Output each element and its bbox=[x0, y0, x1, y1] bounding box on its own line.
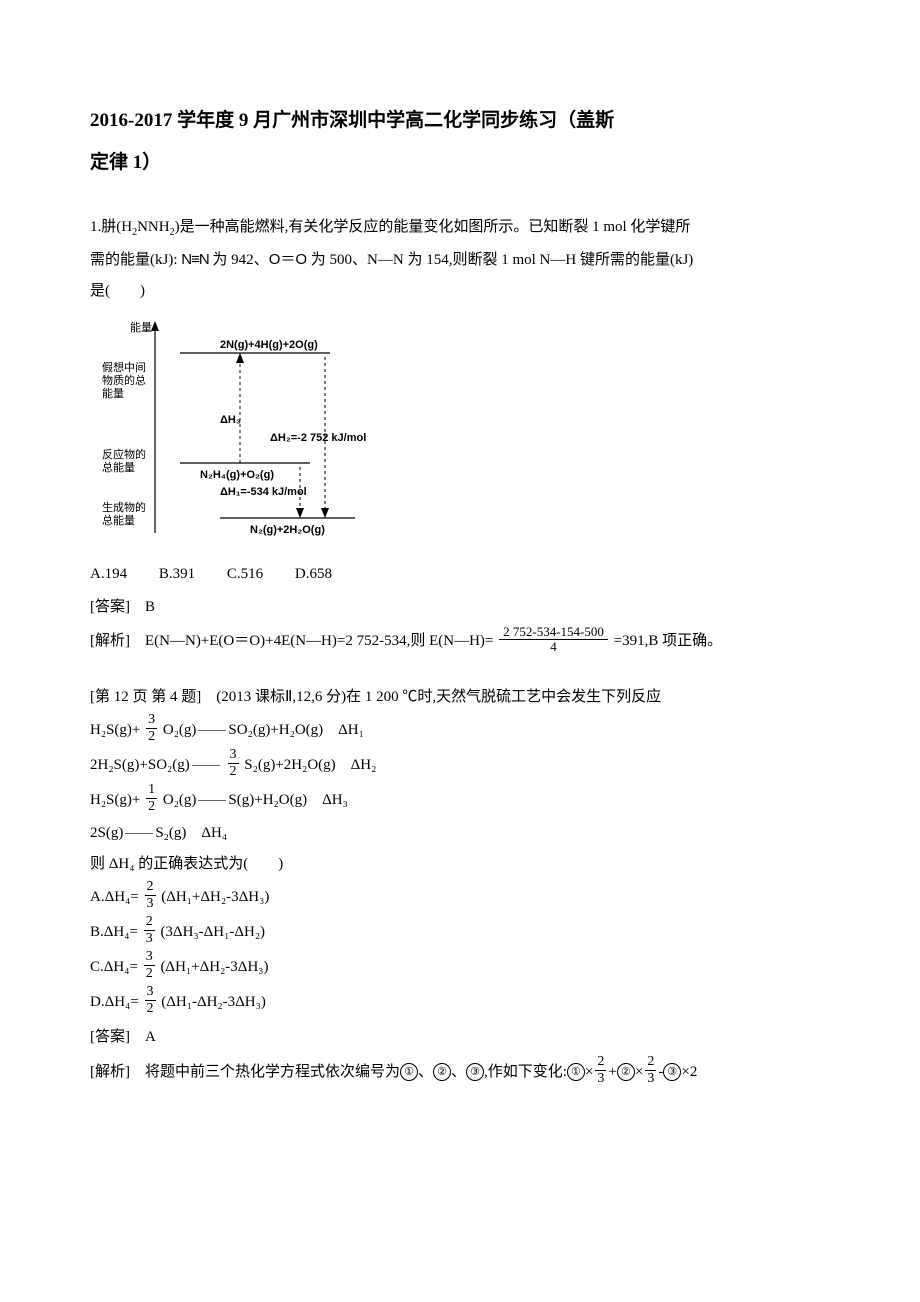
svg-text:N₂H₄(g)+O₂(g): N₂H₄(g)+O₂(g) bbox=[200, 469, 274, 481]
q1-opt-d: D.658 bbox=[295, 566, 332, 582]
circled-2-icon: ② bbox=[433, 1063, 451, 1081]
svg-text:ΔH₃: ΔH₃ bbox=[220, 414, 241, 426]
reaction-arrow-icon bbox=[125, 833, 153, 834]
q1-stem-line3: 是( ) bbox=[90, 278, 830, 305]
energy-diagram: 能量 2N(g)+4H(g)+2O(g) 假想中间 物质的总 能量 N₂H₄(g… bbox=[100, 313, 830, 553]
q1-options: A.194 B.391 C.516 D.658 bbox=[90, 561, 830, 588]
title-line-1: 2016-2017 学年度 9 月广州市深圳中学高二化学同步练习（盖斯 bbox=[90, 100, 830, 142]
svg-text:N₂(g)+2H₂O(g): N₂(g)+2H₂O(g) bbox=[250, 524, 325, 536]
q1-explanation: [解析] E(N—N)+E(O＝O)+4E(N—H)=2 752-534,则 E… bbox=[90, 627, 830, 656]
svg-text:物质的总: 物质的总 bbox=[102, 373, 146, 387]
q2-header: [第 12 页 第 4 题] (2013 课标Ⅱ,12,6 分)在 1 200 … bbox=[90, 684, 830, 711]
q2-opt-a: A.ΔH₄= 23 (ΔH₁+ΔH₂-3ΔH₃) bbox=[90, 882, 830, 913]
svg-text:ΔH₂=-2 752 kJ/mol: ΔH₂=-2 752 kJ/mol bbox=[270, 432, 366, 444]
o-double-o: O＝O bbox=[269, 251, 307, 268]
q2-explanation: [解析] 将题中前三个热化学方程式依次编号为①、②、③,作如下变化:①×23+②… bbox=[90, 1057, 830, 1088]
q1-fraction: 2 752-534-154-500 4 bbox=[499, 625, 608, 654]
svg-text:总能量: 总能量 bbox=[102, 460, 135, 474]
q2-eq1: H₂S(g)+ 32 O₂(g)SO₂(g)+H₂O(g) ΔH₁ bbox=[90, 715, 830, 746]
q2-ask: 则 ΔH₄ 的正确表达式为( ) bbox=[90, 851, 830, 878]
q2-opt-d: D.ΔH₄= 32 (ΔH₁-ΔH₂-3ΔH₃) bbox=[90, 987, 830, 1018]
q1-opt-c: C.516 bbox=[227, 566, 263, 582]
q2-opt-c: C.ΔH₄= 32 (ΔH₁+ΔH₂-3ΔH₃) bbox=[90, 952, 830, 983]
q1-stem-line1: 1.肼(H2NNH2)是一种高能燃料,有关化学反应的能量变化如图所示。已知断裂 … bbox=[90, 214, 830, 242]
svg-text:生成物的: 生成物的 bbox=[102, 500, 146, 514]
doc-title: 2016-2017 学年度 9 月广州市深圳中学高二化学同步练习（盖斯 定律 1… bbox=[90, 100, 830, 184]
svg-text:假想中间: 假想中间 bbox=[102, 360, 146, 374]
q2-eq2: 2H₂S(g)+SO₂(g) 32 S₂(g)+2H₂O(g) ΔH₂ bbox=[90, 750, 830, 781]
n-triple-n: N≡N bbox=[181, 251, 208, 268]
svg-text:能量: 能量 bbox=[102, 386, 124, 400]
q1-opt-a: A.194 bbox=[90, 566, 127, 582]
svg-text:反应物的: 反应物的 bbox=[102, 447, 146, 461]
reaction-arrow-icon bbox=[198, 730, 226, 731]
svg-text:能量: 能量 bbox=[130, 320, 152, 334]
reaction-arrow-icon bbox=[198, 800, 226, 801]
q1-answer: [答案] B bbox=[90, 594, 830, 621]
title-line-2: 定律 1） bbox=[90, 142, 830, 184]
q1-stem-line2: 需的能量(kJ): N≡N 为 942、O＝O 为 500、N—N 为 154,… bbox=[90, 246, 830, 274]
energy-diagram-svg: 能量 2N(g)+4H(g)+2O(g) 假想中间 物质的总 能量 N₂H₄(g… bbox=[100, 313, 420, 543]
q2-eq3: H₂S(g)+ 12 O₂(g)S(g)+H₂O(g) ΔH₃ bbox=[90, 785, 830, 816]
q2-opt-b: B.ΔH₄= 23 (3ΔH₃-ΔH₁-ΔH₂) bbox=[90, 917, 830, 948]
svg-text:2N(g)+4H(g)+2O(g): 2N(g)+4H(g)+2O(g) bbox=[220, 339, 318, 351]
circled-3-icon: ③ bbox=[466, 1063, 484, 1081]
q2-eq4: 2S(g)S₂(g) ΔH₄ bbox=[90, 820, 830, 847]
q2-answer: [答案] A bbox=[90, 1024, 830, 1051]
svg-text:ΔH₁=-534 kJ/mol: ΔH₁=-534 kJ/mol bbox=[220, 486, 307, 498]
svg-text:总能量: 总能量 bbox=[102, 513, 135, 527]
reaction-arrow-icon bbox=[192, 765, 220, 766]
q1-opt-b: B.391 bbox=[159, 566, 195, 582]
circled-1-icon: ① bbox=[400, 1063, 418, 1081]
